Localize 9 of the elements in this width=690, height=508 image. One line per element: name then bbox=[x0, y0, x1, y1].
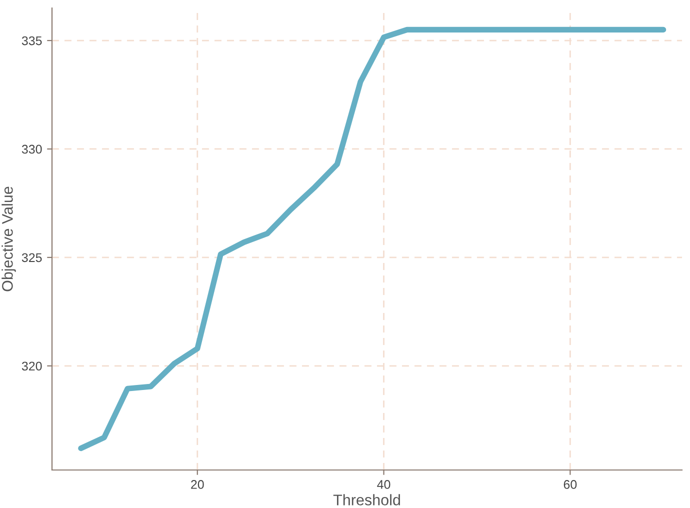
y-axis-title: Objective Value bbox=[2, 186, 16, 292]
x-tick-label: 60 bbox=[564, 480, 577, 489]
y-tick-label: 320 bbox=[22, 362, 42, 371]
y-tick-label: 335 bbox=[22, 36, 42, 46]
x-tick-label: 20 bbox=[191, 480, 204, 489]
y-tick-label: 325 bbox=[22, 253, 42, 262]
y-tick-label: 330 bbox=[22, 144, 42, 154]
x-axis-title: Threshold bbox=[333, 494, 400, 506]
x-tick-label: 40 bbox=[377, 480, 390, 489]
